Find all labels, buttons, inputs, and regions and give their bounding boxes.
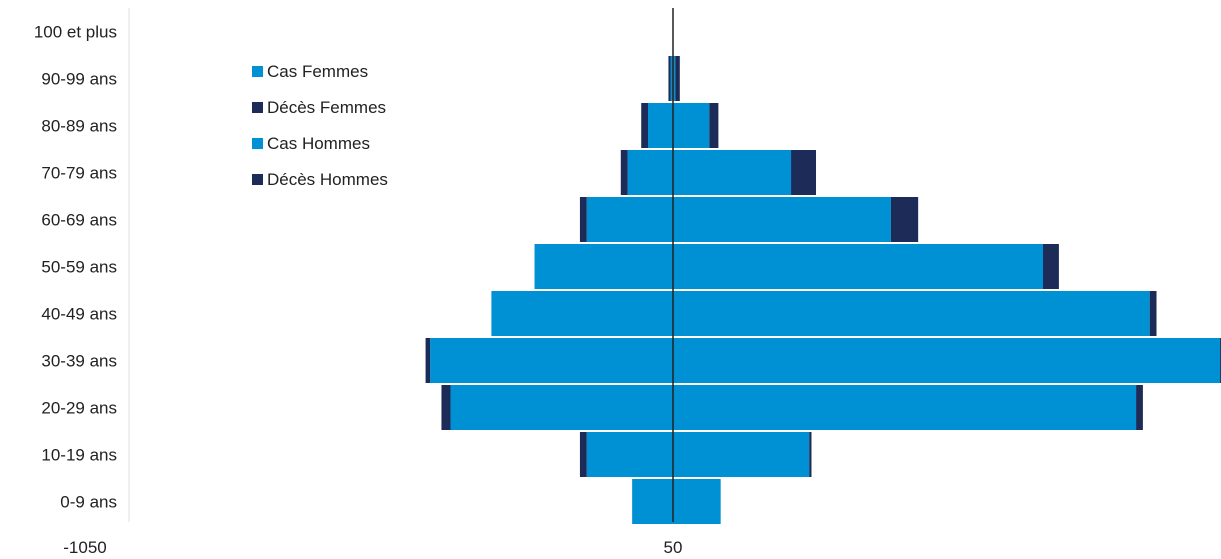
bar-cas-femmes-80-89-ans (648, 103, 673, 148)
bar-cas-hommes-50-59-ans (673, 244, 1044, 289)
bar-deces-hommes-10-19-ans (809, 432, 812, 477)
category-label-0-9-ans: 0-9 ans (60, 493, 117, 512)
legend: Cas Femmes Décès Femmes Cas Hommes Décès Ho… (252, 62, 388, 189)
bar-cas-hommes-0-9-ans (673, 479, 721, 524)
bar-cas-hommes-30-39-ans (673, 338, 1221, 383)
bar-cas-hommes-10-19-ans (673, 432, 810, 477)
bar-cas-hommes-40-49-ans (673, 291, 1150, 336)
bar-deces-femmes-10-19-ans (579, 432, 587, 477)
legend-swatch-cas-femmes (252, 66, 263, 77)
bar-cas-femmes-10-19-ans (586, 432, 673, 477)
bar-cas-femmes-0-9-ans (632, 479, 673, 524)
bar-deces-hommes-50-59-ans (1043, 244, 1059, 289)
legend-label-cas-hommes: Cas Hommes (267, 134, 370, 153)
category-label-50-59-ans: 50-59 ans (41, 258, 117, 277)
bar-deces-femmes-80-89-ans (641, 103, 649, 148)
category-label-30-39-ans: 30-39 ans (41, 352, 117, 371)
bar-deces-hommes-90-99-ans (675, 56, 680, 101)
bar-deces-femmes-90-99-ans (668, 56, 671, 101)
bar-cas-hommes-80-89-ans (673, 103, 710, 148)
bar-deces-femmes-70-79-ans (620, 150, 628, 195)
bar-cas-hommes-70-79-ans (673, 150, 792, 195)
bar-deces-hommes-60-69-ans (890, 197, 919, 242)
x-tick-label-min: -1050 (63, 538, 106, 557)
bar-cas-femmes-20-29-ans (450, 385, 673, 430)
bar-cas-femmes-70-79-ans (627, 150, 673, 195)
bar-cas-hommes-60-69-ans (673, 197, 891, 242)
category-label-90-99-ans: 90-99 ans (41, 70, 117, 89)
bar-deces-hommes-80-89-ans (709, 103, 719, 148)
bar-cas-femmes-40-49-ans (491, 291, 673, 336)
category-label-60-69-ans: 60-69 ans (41, 211, 117, 230)
category-label-20-29-ans: 20-29 ans (41, 399, 117, 418)
bar-deces-hommes-70-79-ans (791, 150, 817, 195)
bar-deces-femmes-60-69-ans (579, 197, 587, 242)
category-label-80-89-ans: 80-89 ans (41, 117, 117, 136)
bar-deces-femmes-30-39-ans (425, 338, 431, 383)
category-label-70-79-ans: 70-79 ans (41, 164, 117, 183)
bar-cas-femmes-30-39-ans (430, 338, 673, 383)
category-label-100-et-plus: 100 et plus (34, 23, 117, 42)
bar-deces-femmes-20-29-ans (441, 385, 451, 430)
category-labels: 0-9 ans 10-19 ans 20-29 ans 30-39 ans 40-49 … (34, 23, 117, 512)
x-tick-label-center: 50 (664, 538, 683, 557)
bar-deces-hommes-20-29-ans (1136, 385, 1143, 430)
bar-cas-femmes-60-69-ans (586, 197, 673, 242)
bar-cas-femmes-50-59-ans (534, 244, 673, 289)
bar-deces-hommes-40-49-ans (1149, 291, 1157, 336)
bars-group (425, 56, 1221, 524)
category-label-40-49-ans: 40-49 ans (41, 305, 117, 324)
bar-cas-femmes-90-99-ans (670, 56, 673, 101)
legend-label-deces-femmes: Décès Femmes (267, 98, 386, 117)
legend-swatch-deces-femmes (252, 102, 263, 113)
legend-swatch-cas-hommes (252, 138, 263, 149)
bar-cas-hommes-90-99-ans (673, 56, 676, 101)
category-label-10-19-ans: 10-19 ans (41, 446, 117, 465)
legend-label-deces-hommes: Décès Hommes (267, 170, 388, 189)
legend-swatch-deces-hommes (252, 174, 263, 185)
bar-cas-hommes-20-29-ans (673, 385, 1137, 430)
legend-label-cas-femmes: Cas Femmes (267, 62, 368, 81)
